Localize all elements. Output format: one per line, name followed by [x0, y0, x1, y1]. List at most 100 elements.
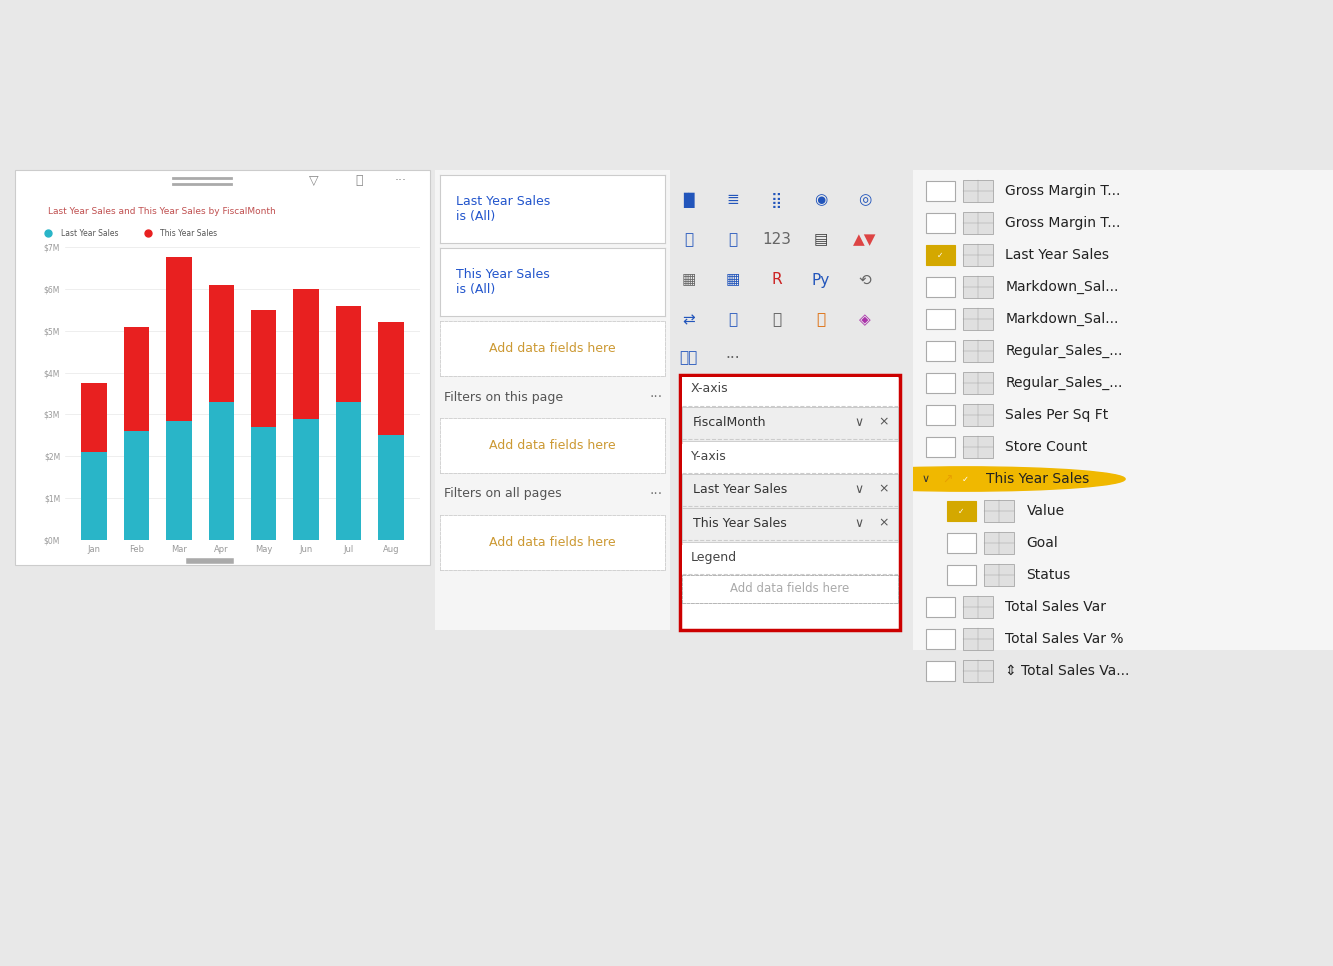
Text: ∨: ∨	[921, 474, 929, 484]
Text: ∨: ∨	[854, 415, 864, 429]
Text: 🌊: 🌊	[728, 233, 737, 247]
Text: Last Year Sales: Last Year Sales	[60, 229, 119, 238]
Text: ⣿: ⣿	[772, 192, 782, 208]
Text: X-axis: X-axis	[690, 383, 728, 395]
Text: ···: ···	[725, 351, 740, 365]
Text: Status: Status	[1026, 568, 1070, 582]
Text: Last Year Sales: Last Year Sales	[693, 483, 786, 496]
Bar	[984, 532, 1014, 554]
Text: Regular_Sales_...: Regular_Sales_...	[1005, 344, 1122, 358]
Text: ✓: ✓	[962, 474, 969, 484]
Text: ···: ···	[395, 175, 407, 187]
Bar	[293, 289, 319, 418]
Text: ↗: ↗	[942, 472, 953, 486]
Bar	[124, 327, 149, 431]
Bar	[379, 323, 404, 436]
Text: ▐▌: ▐▌	[677, 192, 701, 208]
Text: ◉: ◉	[814, 192, 828, 208]
Bar	[964, 404, 993, 426]
Text: 🌐: 🌐	[684, 233, 693, 247]
Text: ×: ×	[878, 517, 889, 529]
Text: Filters on this page: Filters on this page	[444, 390, 564, 404]
Bar	[925, 182, 954, 201]
Text: Filters on all pages: Filters on all pages	[444, 488, 563, 500]
Bar	[964, 436, 993, 458]
Text: ⤢: ⤢	[356, 175, 363, 187]
Text: This Year Sales: This Year Sales	[986, 472, 1090, 486]
Bar	[925, 438, 954, 457]
Text: Add data fields here: Add data fields here	[489, 536, 616, 549]
Bar	[925, 309, 954, 328]
Bar	[925, 630, 954, 648]
Text: Last Year Sales
is (All): Last Year Sales is (All)	[456, 195, 551, 223]
Text: Legend: Legend	[690, 551, 737, 563]
Bar	[925, 406, 954, 425]
Text: Add data fields here: Add data fields here	[730, 582, 849, 595]
Text: Gross Margin T...: Gross Margin T...	[1005, 184, 1121, 198]
Bar	[984, 499, 1014, 523]
Bar	[964, 596, 993, 618]
Text: Goal: Goal	[1026, 536, 1058, 550]
Text: This Year Sales: This Year Sales	[160, 229, 217, 238]
Text: ···: ···	[649, 487, 663, 501]
Text: ×: ×	[878, 483, 889, 496]
Text: ▤: ▤	[813, 233, 828, 247]
Bar	[925, 213, 954, 233]
Text: ▦: ▦	[725, 272, 740, 288]
Text: This Year Sales: This Year Sales	[693, 517, 786, 529]
Text: ∨: ∨	[854, 517, 864, 529]
Bar	[925, 597, 954, 616]
Bar	[984, 564, 1014, 586]
Text: ▲▼: ▲▼	[853, 233, 877, 247]
Text: Value: Value	[1026, 504, 1065, 518]
Bar	[925, 662, 954, 681]
Text: ◎: ◎	[858, 192, 872, 208]
Text: Regular_Sales_...: Regular_Sales_...	[1005, 376, 1122, 390]
Text: Sales Per Sq Ft: Sales Per Sq Ft	[1005, 408, 1109, 422]
Text: ▦: ▦	[681, 272, 696, 288]
Text: ×: ×	[878, 415, 889, 429]
Bar	[251, 427, 276, 540]
Bar	[293, 418, 319, 540]
Bar	[379, 436, 404, 540]
Bar	[251, 310, 276, 427]
Text: 📍: 📍	[816, 312, 825, 327]
Text: Total Sales Var %: Total Sales Var %	[1005, 632, 1124, 646]
Bar	[81, 452, 107, 540]
Bar	[964, 180, 993, 202]
Text: Last Year Sales: Last Year Sales	[1005, 248, 1109, 262]
Bar	[336, 402, 361, 540]
Bar	[167, 258, 192, 421]
Bar	[946, 501, 976, 521]
Bar	[925, 374, 954, 392]
Text: R: R	[772, 272, 782, 288]
Text: Last Year Sales and This Year Sales by FiscalMonth: Last Year Sales and This Year Sales by F…	[48, 208, 276, 216]
Bar	[208, 402, 235, 540]
Bar	[964, 340, 993, 362]
Text: ⯈⯈: ⯈⯈	[680, 351, 698, 365]
Text: ≣: ≣	[726, 192, 740, 208]
Bar	[964, 308, 993, 330]
Bar	[167, 421, 192, 540]
Text: Total Sales Var: Total Sales Var	[1005, 600, 1106, 614]
Text: 💬: 💬	[728, 312, 737, 327]
Bar	[964, 628, 993, 650]
Text: ⟲: ⟲	[858, 272, 872, 288]
Text: Add data fields here: Add data fields here	[489, 342, 616, 355]
Bar	[336, 305, 361, 402]
Text: This Year Sales
is (All): This Year Sales is (All)	[456, 268, 549, 296]
Text: Y-axis: Y-axis	[690, 449, 726, 463]
Bar	[964, 212, 993, 234]
Text: ▽: ▽	[309, 175, 319, 187]
Text: Markdown_Sal...: Markdown_Sal...	[1005, 280, 1118, 294]
Bar	[208, 285, 235, 402]
Text: ···: ···	[649, 390, 663, 404]
Bar	[964, 372, 993, 394]
Text: Add data fields here: Add data fields here	[489, 439, 616, 452]
Bar	[964, 276, 993, 298]
Text: ⇄: ⇄	[682, 312, 696, 327]
Bar	[964, 243, 993, 267]
Bar	[964, 660, 993, 682]
Bar	[81, 384, 107, 452]
Circle shape	[806, 467, 1125, 491]
